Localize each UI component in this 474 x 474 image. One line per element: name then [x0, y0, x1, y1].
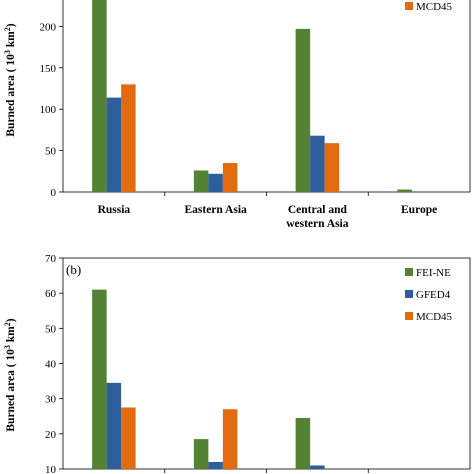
panel-b-bar-fei-ne-2 — [295, 418, 311, 469]
panel-a-xtick-label: Russia — [98, 204, 131, 216]
panel-a-bar-fei-ne-3 — [397, 189, 412, 192]
panel-a-xtick-label: Europe — [401, 204, 437, 216]
panel-a-ytick-label: 50 — [45, 146, 57, 158]
panel-b-ytick-label: 30 — [45, 394, 57, 406]
panel-b-bar-mcd45-0 — [121, 407, 136, 469]
panel-a-ytick-label: 100 — [40, 104, 57, 116]
panel-a-ytick-label: 150 — [40, 63, 57, 75]
panel-b-legend-swatch-mcd45 — [405, 312, 413, 320]
panel-a-bar-fei-ne-0 — [92, 0, 107, 192]
panel-a-ytick-label: 0 — [51, 187, 57, 199]
panel-b-ytick-label: 20 — [45, 429, 57, 441]
panel-a-xtick-label: Central and — [288, 204, 348, 216]
panel-b-bar-mcd45-1 — [222, 409, 238, 469]
panel-b-bar-fei-ne-0 — [92, 289, 107, 469]
panel-b-bar-gfed4-2 — [310, 465, 325, 469]
panel-b-ytick-label: 60 — [45, 288, 57, 300]
panel-b-ytick-label: 70 — [45, 253, 57, 265]
panel-a-bar-gfed4-2 — [310, 135, 325, 192]
panel-a-xtick-label: Eastern Asia — [184, 204, 247, 216]
panel-b: 10 20 30 40 50 60 70 Burned area ( 103 km2) (b) F… — [3, 253, 471, 474]
panel-b-bar-gfed4-1 — [208, 461, 223, 469]
panel-b-legend-label-gfed4: GFED4 — [416, 289, 451, 301]
panel-b-legend-swatch-fei-ne — [405, 268, 413, 276]
panel-b-legend-label-fei-ne: FEI-NE — [416, 267, 451, 279]
panel-a-legend-label-mcd45: MCD45 — [416, 1, 453, 13]
panel-a-bar-mcd45-0 — [121, 84, 136, 192]
panel-a-xtick-label: western Asia — [286, 218, 349, 230]
panel-a-bar-mcd45-2 — [324, 143, 340, 192]
panel-a-bar-gfed4-1 — [208, 173, 223, 192]
panel-b-ytick-label: 10 — [45, 464, 57, 474]
panel-a-legend-swatch-mcd45 — [405, 2, 413, 10]
panel-a-bar-mcd45-1 — [222, 163, 238, 192]
panel-b-y-axis-label: Burned area ( 103 km2) — [3, 318, 18, 431]
panel-b-legend-swatch-gfed4 — [405, 290, 413, 298]
panel-a-y-axis-label: Burned area ( 103 km2) — [3, 23, 18, 136]
panel-b-bar-fei-ne-1 — [193, 439, 209, 469]
panel-b-label: (b) — [66, 262, 81, 277]
panel-b-legend-label-mcd45: MCD45 — [416, 311, 453, 323]
panel-a-ytick-label: 200 — [40, 21, 57, 33]
panel-b-ytick-label: 40 — [45, 359, 57, 371]
panel-a: 0 50 100 150 200 Russia Eastern Asia Central an… — [3, 0, 471, 230]
panel-a-bar-fei-ne-1 — [193, 170, 209, 192]
panel-a-bar-gfed4-0 — [106, 97, 122, 192]
panel-b-bar-gfed4-0 — [106, 382, 122, 469]
panel-a-bar-fei-ne-2 — [295, 28, 311, 192]
panel-b-ytick-label: 50 — [45, 323, 57, 335]
